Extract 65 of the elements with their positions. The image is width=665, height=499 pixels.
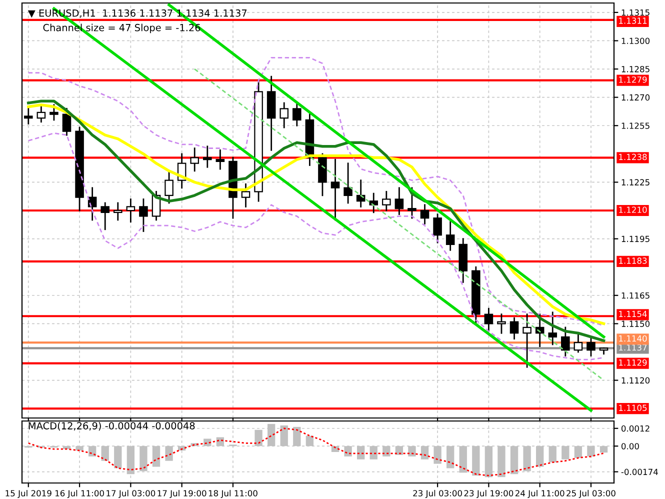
y-tick-label: 1.1195 [622,236,650,242]
candlestick [190,148,200,172]
candlestick [292,102,302,126]
candlestick [561,326,570,356]
candlestick [510,317,519,340]
y-tick-label: 1.1225 [622,179,650,186]
ref-line-label: 1.1311 [619,18,647,24]
candlestick [420,204,430,224]
candlestick [497,314,506,334]
candlestick [446,221,455,251]
x-tick-label: 17 Jul 19:00 [158,490,206,498]
y-tick-label: 1.1315 [622,9,650,16]
candlestick [100,202,110,230]
candlestick [280,102,289,128]
candlestick [522,314,532,368]
candlestick [408,187,416,219]
candlestick [394,187,404,215]
y-tick-label: 1.1270 [622,94,650,101]
x-tick-label: 23 Jul 19:00 [464,490,514,498]
y-tick-label: 0.0012 [621,425,650,432]
ref-line-label: 1.1137 [619,344,647,351]
ref-line-label: 1.1183 [619,258,647,264]
candlestick [36,106,46,123]
y-tick-label: 1.1165 [622,292,650,299]
y-tick-label: -0.00174 [621,468,658,476]
y-tick-label: 1.1285 [622,66,650,72]
candlestick [433,214,442,244]
candlestick [344,162,352,204]
chart-title: MACD(12,26,9) -0.00044 -0.00048 [28,422,195,431]
x-tick-label: 17 Jul 03:00 [106,490,156,498]
ref-line-label: 1.1129 [619,359,647,366]
candlestick [382,190,391,212]
y-tick-label: 1.1300 [622,38,650,44]
ref-line-label: 1.1210 [619,206,647,213]
y-tick-label: 1.1120 [622,377,650,384]
candlestick [203,146,212,168]
x-tick-label: 18 Jul 11:00 [208,490,258,498]
candlestick [126,198,136,223]
candlestick [484,308,494,332]
ref-line-label: 1.1279 [619,76,647,83]
candlestick [369,192,378,214]
line-series [28,57,604,326]
line-series [28,132,604,360]
y-tick-label: 1.1255 [622,122,650,129]
candlestick [50,104,58,121]
x-tick-label: 23 Jul 03:00 [413,490,462,498]
candlestick [139,198,148,232]
candlestick [216,149,225,170]
candlestick [586,336,596,356]
candlestick [114,202,122,221]
candlestick [241,183,250,208]
y-tick-label: 0.00 [621,443,639,450]
ref-line-label: 1.1140 [619,335,647,342]
ref-line-label: 1.1238 [619,154,647,160]
candlestick [88,187,97,221]
candlestick [574,334,583,353]
x-tick-label: 16 Jul 11:00 [55,490,104,498]
candlestick [548,312,558,346]
candlestick [164,170,174,204]
y-tick-label: 1.1150 [622,320,650,327]
x-tick-label: 15 Jul 2019 [6,490,52,498]
ref-line-label: 1.1105 [619,404,647,411]
ref-line-label: 1.1154 [619,310,647,318]
x-tick-label: 25 Jul 03:00 [566,490,616,498]
x-tick-label: 24 Jul 11:00 [515,490,564,498]
